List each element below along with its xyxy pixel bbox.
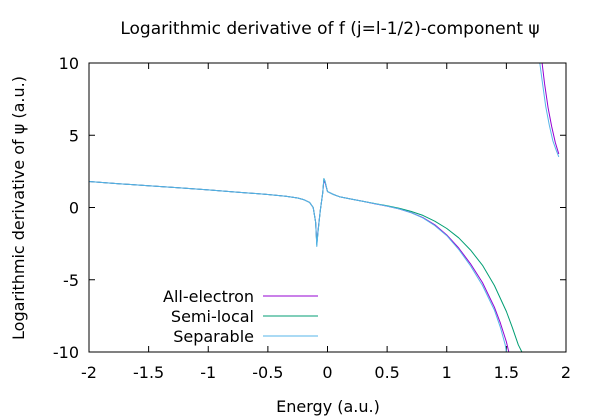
legend-label-separable: Separable [173,327,254,346]
x-tick-label: -2 [81,363,97,382]
x-tick-label: -1.5 [133,363,164,382]
series-line-semi-local [89,178,523,352]
series-line-all-electron [541,63,560,155]
y-tick-label: 10 [59,54,79,73]
chart-title: Logarithmic derivative of f (j=l-1/2)-co… [120,19,539,39]
y-tick-label: 5 [69,126,79,145]
plot-frame [88,62,567,353]
x-tick-label: 1 [442,363,452,382]
axis-tick-labels: -2 -1.5 -1 -0.5 0 0.5 1 1.5 2 -10 -5 0 5 10 [53,54,571,382]
series-line-separable [539,63,560,158]
legend-label-all-electron: All-electron [163,287,254,306]
y-tick-label: -5 [63,271,79,290]
y-axis-label: Logarithmic derivative of ψ (a.u.) [9,76,28,340]
legend-label-semi-local: Semi-local [171,307,254,326]
x-tick-label: 0 [322,363,332,382]
x-tick-label: 2 [561,363,571,382]
x-tick-label: -1 [200,363,216,382]
x-axis-label: Energy (a.u.) [276,397,380,416]
plot-area [89,63,560,352]
y-tick-label: -10 [53,343,79,362]
series-line-separable [89,178,507,352]
x-tick-label: -0.5 [252,363,283,382]
x-tick-label: 0.5 [374,363,399,382]
x-tick-label: 1.5 [494,363,519,382]
y-tick-label: 0 [69,199,79,218]
series-line-all-electron [89,179,510,352]
